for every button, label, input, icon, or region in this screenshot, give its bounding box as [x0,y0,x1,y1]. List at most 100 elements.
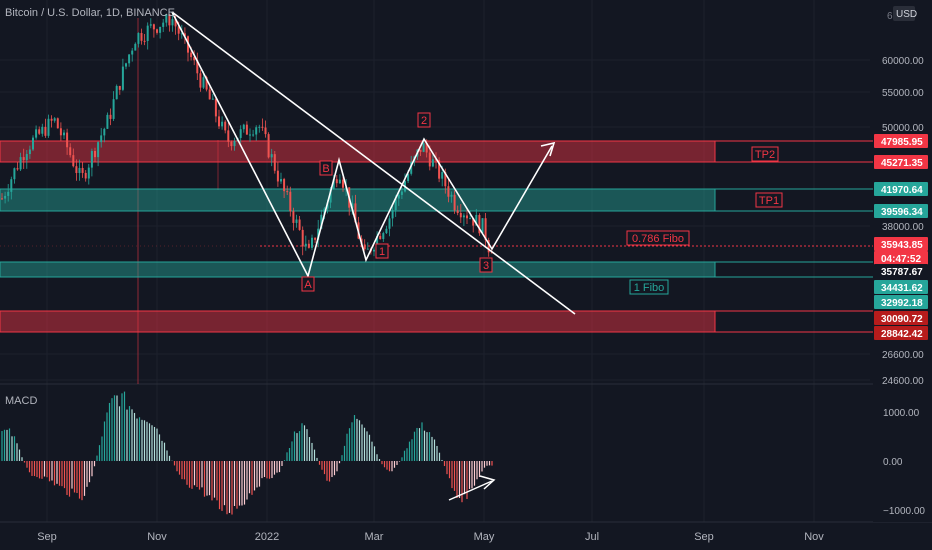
candle-body [363,244,366,250]
candle-body [183,33,186,37]
candle-body [190,52,193,58]
candle-body [466,215,468,219]
symbol-title[interactable]: Bitcoin / U.S. Dollar, 1D, BINANCE [5,7,175,19]
candle-body [193,57,196,61]
macd-tick-label: 1000.00 [883,408,920,419]
candle-body [131,50,134,55]
point-3-label: 3 [483,260,489,272]
candle-body [450,194,453,197]
candle-body [115,85,118,100]
price-tag: 41970.64 [881,185,923,196]
point-B-box [319,160,333,176]
candle-body [94,150,96,158]
candle-body [180,33,183,35]
time-tick-label: Sep [694,531,714,543]
candle-body [280,179,282,182]
candle-body [109,114,112,119]
candle-body [267,134,270,158]
candle-body [16,168,19,170]
candle-body [382,233,385,239]
candle-body [19,157,22,170]
tp1-label-box [755,192,783,208]
candle-body [90,150,93,168]
candle-body [276,170,279,182]
candle-body [264,127,267,135]
candle-body [459,213,462,218]
candle-body [118,85,121,90]
grid-lines [0,18,932,523]
fibo-0786-label: 0.786 Fibo [632,233,684,245]
candle-body [174,19,177,27]
currency-badge[interactable] [893,6,915,21]
point-2-label: 2 [421,115,427,127]
price-axis-top-partial: 68 [887,11,899,22]
macd-histogram [1,391,496,515]
candle-body [441,172,444,179]
point-A-label: A [304,279,312,291]
candle-body [292,211,295,223]
candle-body [69,147,72,156]
candle-body [171,19,174,26]
candle-body [289,191,292,212]
candle-body [472,218,475,226]
candle-body [100,135,103,143]
price-tick-label: 26600.00 [882,350,924,361]
candle-body [35,129,38,138]
candle-body [407,173,410,182]
candle-body [10,179,13,192]
time-tick-label: Mar [365,531,384,543]
candle-body [227,130,230,142]
candle-body [205,77,208,90]
candle-body [270,154,273,158]
candle-body [177,26,180,34]
candle-body [146,25,149,42]
candle-body [255,127,258,135]
candle-body [394,198,397,211]
fibo-0786-label-box [626,230,690,246]
candle-body [301,229,304,247]
price-tag: 47985.95 [881,137,923,148]
candle-body [230,141,233,147]
candle-body [156,29,158,33]
candle-body [307,243,310,248]
candle-body [7,191,10,196]
price-tag: 45271.35 [881,158,923,169]
candle-body [304,243,307,247]
candle-body [475,214,478,226]
candle-body [22,157,25,161]
macd-arrow-head [479,475,496,490]
candle-body [379,235,382,239]
candle-body [335,179,338,184]
time-tick-label: Jul [585,531,599,543]
candle-body [283,179,286,192]
candle-body [286,191,289,193]
candle-body [32,137,34,150]
candle-body [84,172,87,179]
price-tick-label: 50000.00 [882,123,924,134]
currency-badge-label: USD [896,9,917,20]
candle-body [410,161,413,174]
macd-label[interactable]: MACD [5,395,37,407]
candle-body [273,154,276,171]
candle-body [218,116,220,127]
candle-body [56,118,59,129]
candle-body [373,249,375,252]
candle-body [44,126,47,136]
candle-body [258,126,261,128]
candle-body [137,33,140,44]
candle-body [202,77,205,88]
candle-body [487,240,490,253]
candle-body [431,159,434,167]
candle-body [239,129,242,138]
candle-body [295,219,298,223]
candle-body [351,203,354,208]
price-tag: 35943.85 [881,240,923,251]
candle-body [125,63,127,67]
candle-body [103,128,106,136]
price-tag-bg [874,237,928,251]
price-tick-label: 24600.00 [882,376,924,387]
candle-body [314,237,317,240]
candle-body [59,128,62,136]
candle-body [391,210,394,219]
